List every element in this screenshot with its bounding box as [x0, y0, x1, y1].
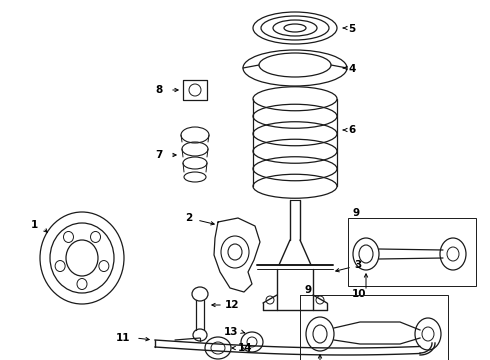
Text: 11: 11 [116, 333, 130, 343]
Text: 6: 6 [348, 125, 355, 135]
Text: 1: 1 [31, 220, 38, 230]
Text: 14: 14 [238, 343, 253, 353]
Text: 9: 9 [304, 285, 311, 295]
Text: 8: 8 [156, 85, 163, 95]
Text: 9: 9 [352, 208, 359, 218]
Text: 3: 3 [354, 260, 361, 270]
Text: 5: 5 [348, 24, 355, 34]
Bar [183, 80, 207, 100]
Bar [348, 218, 476, 286]
Text: 13: 13 [223, 327, 238, 337]
Text: 4: 4 [348, 64, 355, 74]
Bar [300, 295, 448, 360]
Text: 7: 7 [156, 150, 163, 160]
Text: 12: 12 [225, 300, 240, 310]
Text: 2: 2 [185, 213, 192, 223]
Text: 10: 10 [352, 289, 367, 299]
